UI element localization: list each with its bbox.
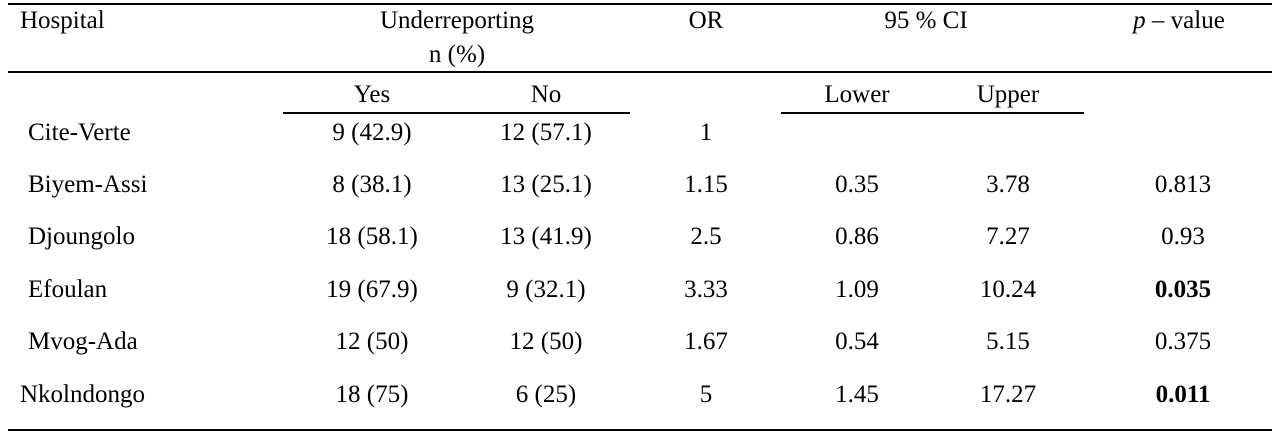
row-no: 13 (25.1) <box>500 171 592 198</box>
row-or: 5 <box>699 381 713 408</box>
row-hospital: Efoulan <box>28 276 108 303</box>
row-upper: 3.78 <box>986 171 1030 198</box>
header-upper: Upper <box>976 81 1040 108</box>
row-upper: 17.27 <box>979 381 1037 408</box>
row-lower: 0.86 <box>835 223 879 250</box>
row-hospital: Nkolndongo <box>20 381 145 408</box>
row-no: 12 (50) <box>509 328 583 355</box>
header-underreporting: Underreporting <box>379 7 535 34</box>
row-hospital: Djoungolo <box>28 223 135 250</box>
header-or: OR <box>688 7 724 34</box>
header-pvalue-p: p <box>1133 7 1146 34</box>
row-upper: 5.15 <box>986 328 1030 355</box>
row-yes: 19 (67.9) <box>326 276 418 303</box>
row-lower: 1.45 <box>835 381 879 408</box>
header-hospital: Hospital <box>20 7 105 34</box>
row-yes: 12 (50) <box>335 328 409 355</box>
header-no: No <box>530 81 562 108</box>
row-or: 1.67 <box>684 328 728 355</box>
header-yes: Yes <box>353 81 391 108</box>
row-lower: 0.54 <box>835 328 879 355</box>
row-upper: 10.24 <box>979 276 1037 303</box>
row-or: 1.15 <box>684 171 728 198</box>
row-or: 1 <box>699 119 713 146</box>
row-yes: 18 (75) <box>335 381 409 408</box>
row-or: 2.5 <box>690 223 722 250</box>
row-upper: 7.27 <box>986 223 1030 250</box>
row-pvalue: 0.813 <box>1154 171 1212 198</box>
row-yes: 8 (38.1) <box>332 171 412 198</box>
bottom-rule <box>8 429 1272 431</box>
header-ci: 95 % CI <box>884 7 968 34</box>
row-lower: 0.35 <box>835 171 879 198</box>
top-rule <box>8 3 1272 5</box>
row-no: 6 (25) <box>515 381 577 408</box>
header-lower: Lower <box>824 81 890 108</box>
subheader-rule-underreporting <box>283 112 630 114</box>
row-yes: 18 (58.1) <box>326 223 418 250</box>
row-hospital: Biyem-Assi <box>28 171 148 198</box>
row-pvalue: 0.93 <box>1161 223 1205 250</box>
subheader-rule-ci <box>781 112 1084 114</box>
header-underreporting-unit: n (%) <box>428 41 486 68</box>
row-pvalue: 0.375 <box>1154 328 1212 355</box>
row-or: 3.33 <box>684 276 728 303</box>
row-no: 9 (32.1) <box>506 276 586 303</box>
row-pvalue-significant: 0.011 <box>1155 381 1211 408</box>
row-hospital: Cite-Verte <box>28 119 131 146</box>
row-hospital: Mvog-Ada <box>28 328 138 355</box>
row-yes: 9 (42.9) <box>332 119 412 146</box>
row-pvalue-significant: 0.035 <box>1154 276 1212 303</box>
row-no: 12 (57.1) <box>500 119 592 146</box>
header-pvalue-rest: – value <box>1145 7 1225 34</box>
header-rule <box>8 71 1272 73</box>
header-pvalue: p – value <box>1133 6 1225 36</box>
row-lower: 1.09 <box>835 276 879 303</box>
row-no: 13 (41.9) <box>500 223 592 250</box>
